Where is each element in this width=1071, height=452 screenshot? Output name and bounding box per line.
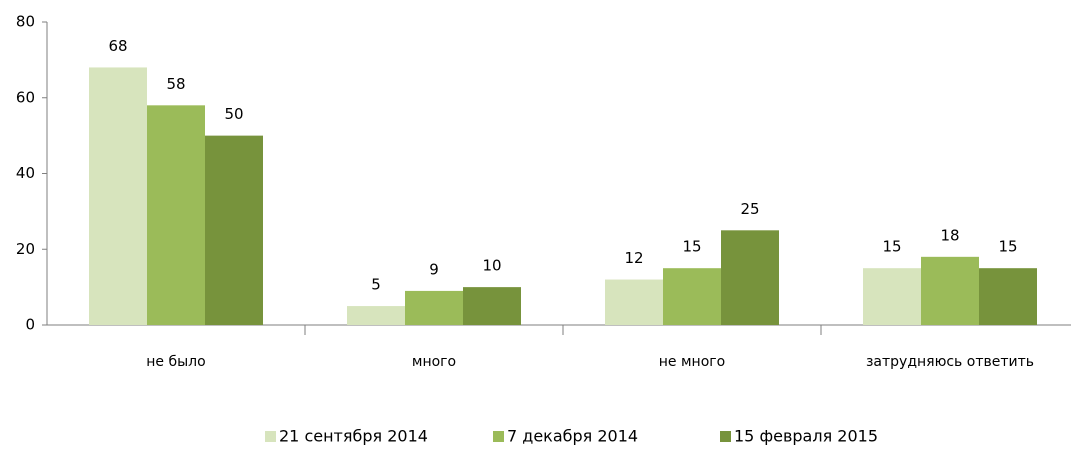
bar [147,105,205,325]
legend-swatch [265,431,276,442]
data-label: 5 [371,276,381,294]
bar [347,306,405,325]
bar [663,268,721,325]
x-tick-label: много [412,354,456,370]
data-label: 15 [998,238,1017,256]
bar [405,290,463,325]
data-label: 25 [740,200,759,218]
data-label: 12 [624,249,643,267]
bar [605,279,663,325]
data-label: 18 [940,226,959,244]
bar [721,230,779,325]
data-label: 50 [224,105,243,123]
bar [463,287,521,325]
data-label: 15 [882,238,901,256]
legend-label: 7 декабря 2014 [507,427,638,446]
bar [863,268,921,325]
data-label: 58 [166,75,185,93]
data-label: 15 [682,238,701,256]
legend-label: 21 сентября 2014 [279,427,428,446]
x-tick-label: не много [659,354,725,370]
bar [921,256,979,325]
y-tick-label: 80 [16,13,35,31]
y-tick-label: 20 [16,240,35,258]
y-tick-label: 40 [16,164,35,182]
x-tick-label: затрудняюсь ответить [866,354,1034,370]
bar [89,67,147,325]
data-label: 68 [108,37,127,55]
data-label: 10 [482,257,501,275]
y-tick-label: 0 [25,316,35,334]
data-label: 9 [429,260,439,278]
bar [205,135,263,325]
legend-swatch [493,431,504,442]
bar [979,268,1037,325]
legend-swatch [720,431,731,442]
x-tick-label: не было [146,354,205,370]
legend-label: 15 февраля 2015 [734,427,878,446]
y-tick-label: 60 [16,88,35,106]
